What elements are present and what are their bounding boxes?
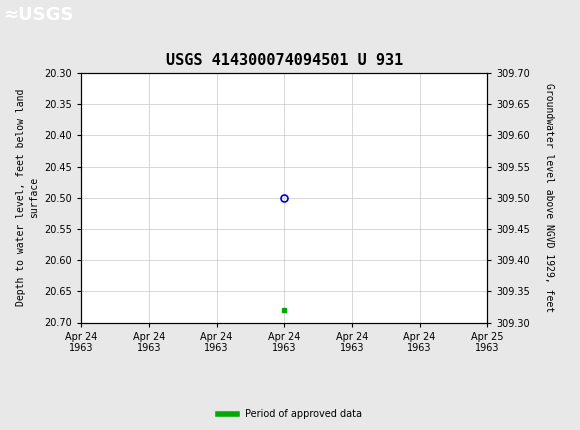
Text: ≈USGS: ≈USGS <box>3 6 74 25</box>
Legend: Period of approved data: Period of approved data <box>214 405 366 423</box>
Title: USGS 414300074094501 U 931: USGS 414300074094501 U 931 <box>165 53 403 68</box>
Y-axis label: Depth to water level, feet below land
surface: Depth to water level, feet below land su… <box>16 89 39 307</box>
Y-axis label: Groundwater level above NGVD 1929, feet: Groundwater level above NGVD 1929, feet <box>544 83 554 312</box>
